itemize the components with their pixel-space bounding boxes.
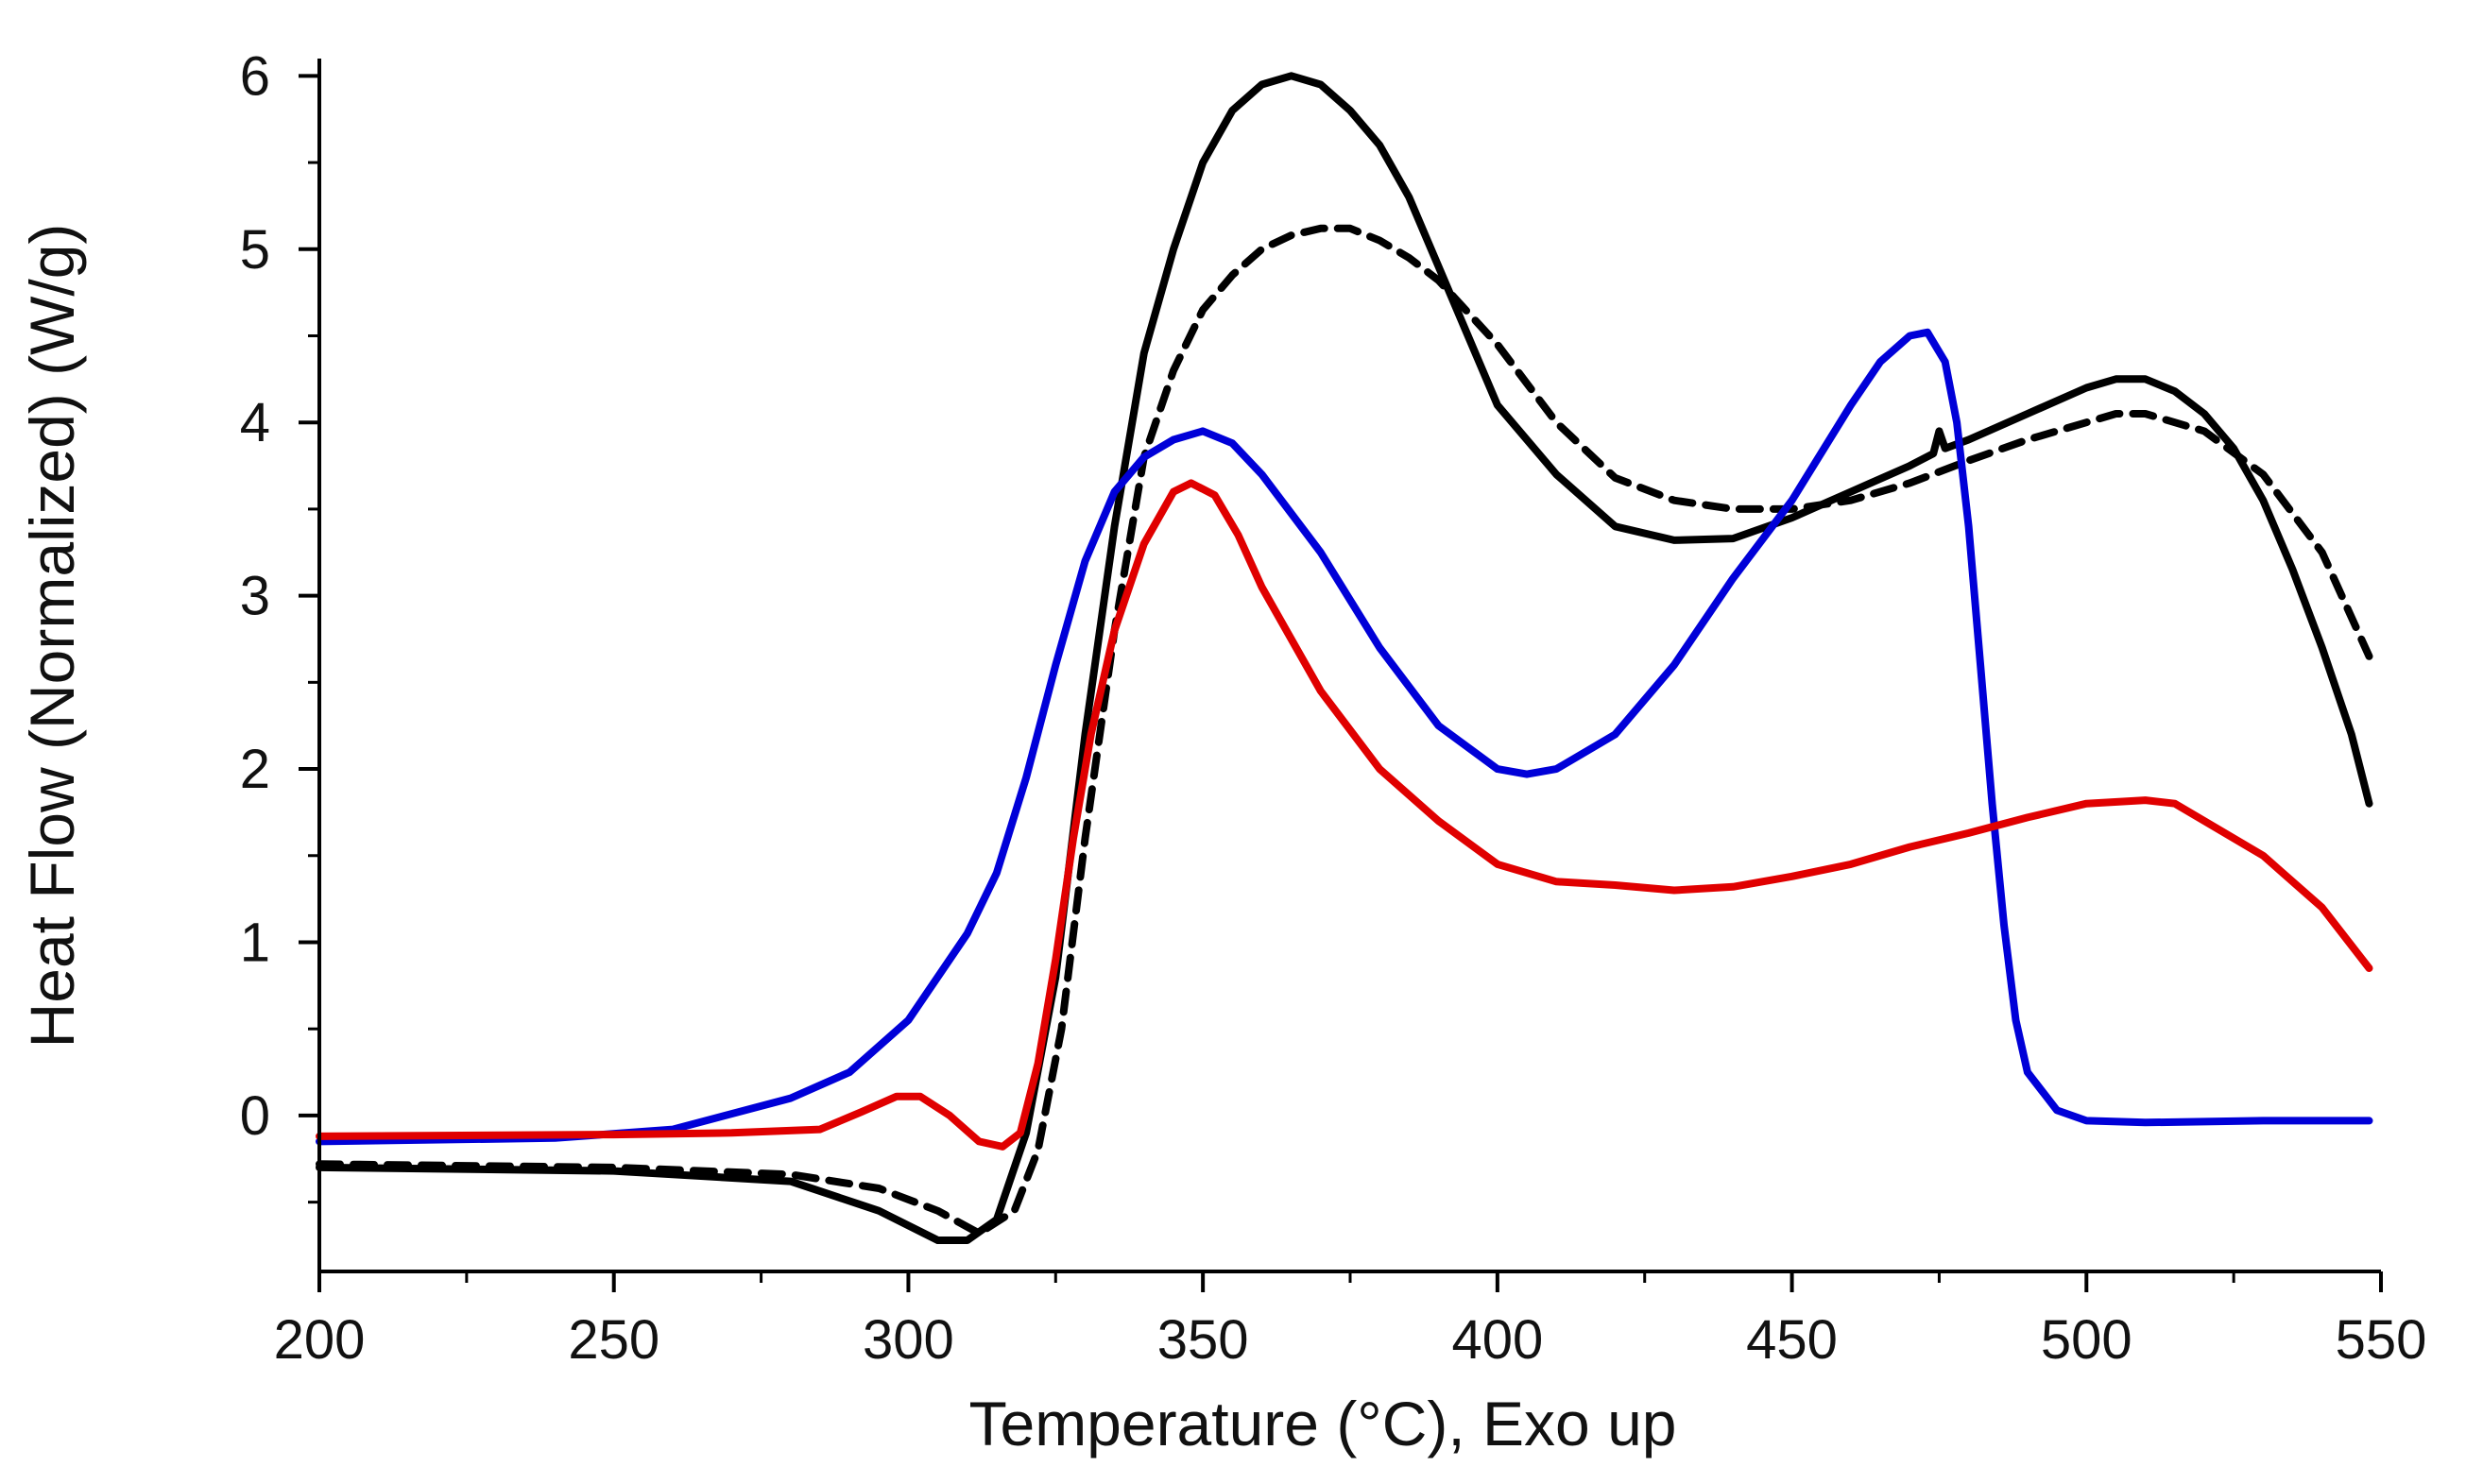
x-tick-label-300: 300 (863, 1309, 954, 1371)
y-tick-label-1: 1 (240, 912, 270, 973)
ticks (299, 74, 2383, 1292)
y-axis-title: Heat Flow (Normalized) (W/g) (17, 224, 87, 1049)
y-tick-label-6: 6 (240, 45, 270, 107)
x-tick-label-350: 350 (1157, 1309, 1249, 1371)
series-line-black-dashed (316, 224, 2373, 1237)
labels: 200 250 300 350 400 450 500 550 0 1 2 3 4 5 6 (240, 45, 2427, 1371)
series-line-blue (316, 328, 2373, 1146)
x-tick-label-400: 400 (1451, 1309, 1543, 1371)
x-tick-label-250: 250 (568, 1309, 659, 1371)
y-tick-label-4: 4 (240, 392, 270, 453)
plot-lines (316, 72, 2373, 1244)
x-tick-label-550: 550 (2336, 1309, 2427, 1371)
series-line-red (316, 479, 2373, 1151)
x-tick-label-200: 200 (274, 1309, 366, 1371)
y-tick-label-0: 0 (240, 1085, 270, 1147)
y-tick-label-3: 3 (240, 566, 270, 627)
x-tick-label-450: 450 (1746, 1309, 1838, 1371)
y-tick-label-5: 5 (240, 219, 270, 281)
y-tick-label-2: 2 (240, 739, 270, 800)
x-axis-title: Temperature (°C), Exo up (968, 1389, 1676, 1458)
x-tick-label-500: 500 (2041, 1309, 2132, 1371)
